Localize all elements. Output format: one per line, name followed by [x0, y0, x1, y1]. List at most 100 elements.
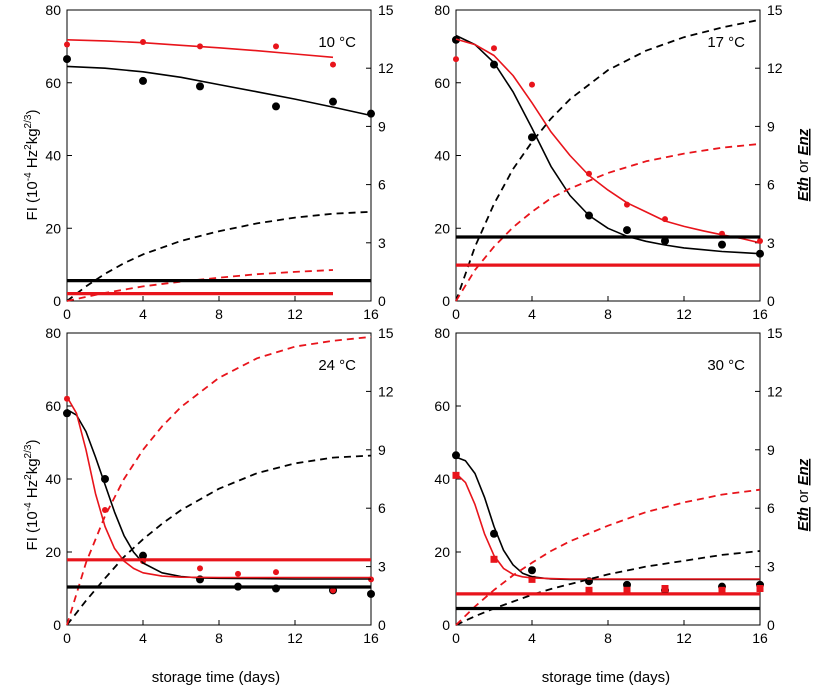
y-left-part-6: ): [24, 440, 41, 445]
y-right-tick-label: 9: [767, 442, 775, 458]
fi-red-squares-point: [756, 585, 764, 592]
eth-red-line: [66, 336, 372, 626]
fi-red-points-point: [586, 170, 592, 177]
x-tick-label: 16: [363, 306, 379, 322]
y-right-tick-label: 3: [767, 559, 775, 575]
x-tick-label: 12: [676, 306, 692, 322]
y-right-tick-label: 3: [378, 559, 386, 575]
y-left-label-bottom: FI (10-4 Hz2kg2/3): [23, 440, 41, 551]
eth-red-line: [66, 269, 334, 302]
y-right-tick-label: 0: [767, 617, 775, 633]
y-left-tick-label: 40: [434, 471, 450, 487]
y-left-tick-label: 20: [45, 544, 61, 560]
y-left-tick-label: 0: [442, 293, 450, 309]
eth-red-line: [455, 143, 761, 302]
x-tick-label: 0: [63, 630, 71, 646]
y-left-part-0: FI (10: [24, 511, 41, 550]
x-label-right: storage time (days): [542, 669, 670, 686]
x-tick-label: 0: [63, 306, 71, 322]
fi-red-fit-line: [455, 472, 760, 580]
fi-red-squares-point: [585, 586, 593, 594]
fi-red-fit-line: [455, 38, 761, 244]
y-right-eth: Eth: [795, 507, 812, 531]
x-tick-label: 16: [752, 630, 768, 646]
y-right-tick-label: 15: [378, 325, 394, 341]
fi-red-squares-point: [528, 575, 536, 583]
panel-frame: [66, 332, 372, 626]
y-left-part-2: Hz: [24, 150, 41, 173]
y-left-tick-label: 40: [45, 148, 61, 164]
fi-red-points-point: [453, 56, 459, 63]
x-tick-label: 12: [287, 630, 303, 646]
panel-title: 17 °C: [707, 34, 745, 51]
x-tick-label: 4: [528, 306, 536, 322]
panel-title: 10 °C: [318, 34, 356, 51]
y-left-tick-label: 60: [434, 398, 450, 414]
fi-red-points-point: [330, 587, 336, 594]
y-right-or: or: [795, 155, 812, 177]
fi-red-squares-point: [623, 586, 631, 594]
y-left-part-6: ): [24, 110, 41, 115]
y-left-part-1: -4: [23, 172, 34, 181]
y-right-tick-label: 12: [767, 383, 783, 399]
y-right-tick-label: 12: [378, 60, 394, 76]
fi-red-fit-line: [66, 396, 371, 579]
fi-red-points-point: [330, 61, 336, 68]
fi-red-points-point: [235, 570, 241, 577]
fi-black-points-point: [139, 551, 147, 560]
y-right-tick-label: 6: [767, 500, 775, 516]
y-right-tick-label: 3: [378, 235, 386, 251]
y-left-tick-label: 0: [442, 617, 450, 633]
y-right-tick-label: 9: [767, 118, 775, 134]
panel-frame: [66, 9, 372, 302]
x-tick-label: 16: [363, 630, 379, 646]
y-right-tick-label: 9: [378, 442, 386, 458]
x-tick-label: 4: [139, 630, 147, 646]
fi-black-points-point: [367, 109, 375, 118]
fi-red-points-point: [529, 81, 535, 88]
fi-black-fit-line: [455, 34, 761, 255]
eth-red-line: [455, 488, 761, 626]
fi-red-squares-point: [718, 586, 726, 594]
y-left-part-3: 2: [23, 474, 34, 480]
y-left-tick-label: 60: [45, 398, 61, 414]
y-right-tick-label: 3: [767, 235, 775, 251]
y-left-part-4: kg: [24, 458, 41, 474]
fi-red-points-point: [197, 565, 203, 572]
x-tick-label: 16: [752, 306, 768, 322]
x-tick-label: 0: [452, 630, 460, 646]
x-label-left: storage time (days): [152, 669, 280, 686]
y-left-tick-label: 80: [434, 325, 450, 341]
y-right-tick-label: 15: [767, 2, 783, 18]
y-right-tick-label: 15: [378, 2, 394, 18]
x-tick-label: 8: [604, 306, 612, 322]
x-tick-label: 0: [452, 306, 460, 322]
fi-black-points-point: [661, 236, 669, 245]
fi-red-points-point: [273, 43, 279, 50]
fi-black-points-point: [329, 97, 337, 106]
y-right-tick-label: 9: [378, 118, 386, 134]
y-right-tick-label: 6: [767, 177, 775, 193]
fi-black-points-point: [756, 249, 764, 258]
y-left-tick-label: 20: [434, 544, 450, 560]
x-tick-label: 12: [676, 630, 692, 646]
eth-black-line: [66, 210, 372, 302]
fi-black-points-point: [139, 76, 147, 85]
y-left-tick-label: 80: [45, 2, 61, 18]
fi-red-squares-point: [452, 471, 460, 479]
fi-black-fit-line: [66, 408, 371, 580]
y-left-part-5: 2/3: [23, 444, 34, 458]
y-right-tick-label: 0: [378, 293, 386, 309]
y-right-tick-label: 12: [378, 383, 394, 399]
fi-red-points-point: [491, 45, 497, 52]
fi-red-squares-point: [490, 555, 498, 563]
fi-black-points-point: [623, 226, 631, 235]
fi-black-points-point: [272, 102, 280, 111]
y-right-label-bottom: Eth or Enz: [795, 458, 812, 531]
y-left-tick-label: 40: [45, 471, 61, 487]
eth-black-line: [455, 18, 761, 302]
y-left-part-5: 2/3: [23, 114, 34, 128]
